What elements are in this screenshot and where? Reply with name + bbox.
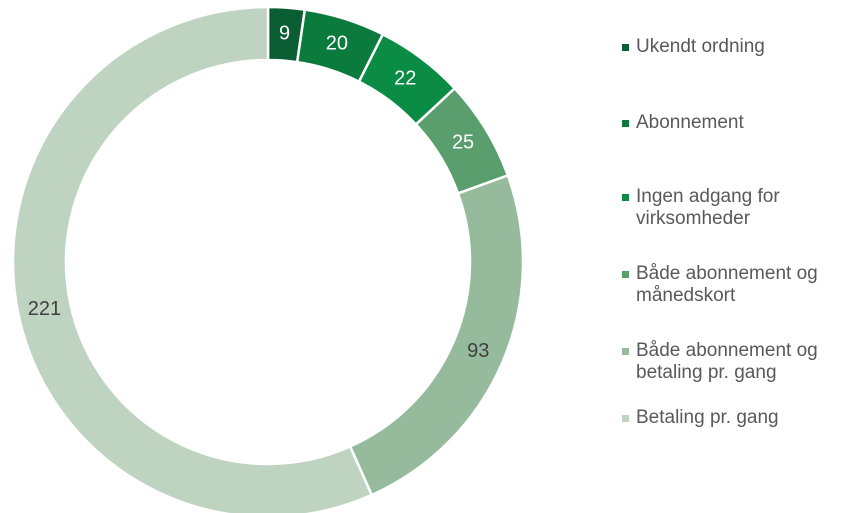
legend-item: Både abonnement og betaling pr. gang: [622, 340, 866, 384]
legend-swatch: [622, 271, 629, 278]
donut-segment: [11, 5, 374, 513]
legend-item: Ukendt ordning: [622, 36, 866, 58]
value-label: 93: [467, 340, 489, 362]
legend-label: Betaling pr. gang: [636, 407, 779, 428]
value-label: 20: [326, 32, 348, 54]
legend-item: Ingen adgang for virksomheder: [622, 186, 866, 230]
value-label: 22: [394, 68, 416, 90]
chart: 9 20 22 25 93 221: [11, 5, 525, 513]
legend-label: Både abonnement og månedskort: [636, 263, 818, 306]
value-label: 221: [28, 298, 61, 320]
legend-swatch: [622, 194, 629, 201]
donut-segment: [348, 173, 525, 497]
legend-swatch: [622, 348, 629, 355]
legend-item: Betaling pr. gang: [622, 407, 866, 429]
value-label: 25: [452, 131, 474, 153]
legend-label: Ukendt ordning: [636, 36, 765, 57]
legend-swatch: [622, 44, 629, 51]
legend-item: Abonnement: [622, 112, 866, 134]
legend-label: Abonnement: [636, 112, 744, 133]
legend-swatch: [622, 120, 629, 127]
legend-label: Både abonnement og betaling pr. gang: [636, 340, 818, 383]
legend-swatch: [622, 415, 629, 422]
legend-label: Ingen adgang for virksomheder: [636, 186, 780, 229]
value-label: 9: [279, 22, 290, 44]
legend-item: Både abonnement og månedskort: [622, 263, 866, 307]
